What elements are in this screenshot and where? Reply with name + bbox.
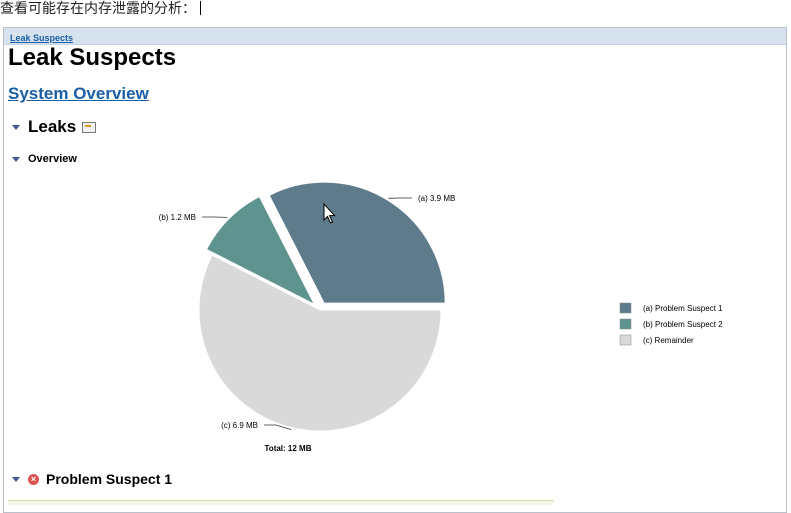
report-frame: Leak Suspects Leak Suspects System Overv… — [3, 27, 787, 513]
pie-slice-c — [198, 254, 442, 432]
leak-pie-chart: (a) 3.9 MB (b) 1.2 MB (c) 6.9 MB Total: 12… — [159, 181, 723, 453]
pie-slice-a — [268, 181, 446, 304]
suspect-detail-bar — [8, 500, 554, 505]
mouse-cursor — [323, 202, 336, 224]
collapse-leaks-icon[interactable] — [12, 124, 20, 130]
breadcrumb-link-leak-suspects[interactable]: Leak Suspects — [10, 33, 74, 43]
legend-label-c: (c) Remainder — [643, 336, 694, 345]
callout-line-c — [264, 424, 292, 430]
legend-swatch-a — [619, 302, 632, 314]
system-overview-link[interactable]: System Overview — [8, 84, 149, 103]
slice-label-c: (c) 6.9 MB — [221, 421, 258, 430]
problem-suspect-1-header: × Problem Suspect 1 — [12, 471, 172, 487]
page-title: Leak Suspects — [8, 44, 177, 71]
overview-section-header: Overview — [12, 153, 77, 165]
leaks-section-header: Leaks — [12, 117, 97, 137]
text-cursor — [200, 1, 201, 15]
collapse-overview-icon[interactable] — [12, 156, 20, 162]
slice-label-b: (b) 1.2 MB — [159, 213, 196, 222]
chart-total-label: Total: 12 MB — [265, 444, 312, 453]
breadcrumb: Leak Suspects — [4, 28, 786, 45]
pie-slice-b — [205, 195, 316, 306]
error-icon: × — [28, 473, 39, 485]
collapse-suspect-icon[interactable] — [12, 476, 20, 482]
leaks-heading: Leaks — [28, 117, 77, 136]
legend-swatch-b — [619, 318, 632, 330]
report-icon[interactable] — [82, 121, 97, 133]
slice-label-a: (a) 3.9 MB — [418, 194, 455, 203]
overview-heading: Overview — [28, 153, 77, 165]
legend-label-b: (b) Problem Suspect 2 — [643, 320, 723, 329]
problem-suspect-1-heading: Problem Suspect 1 — [46, 471, 173, 487]
legend-swatch-c — [619, 334, 632, 346]
instruction-caption: 查看可能存在内存泄露的分析： — [0, 0, 201, 18]
legend-label-a: (a) Problem Suspect 1 — [643, 304, 723, 313]
caption-text: 查看可能存在内存泄露的分析： — [0, 1, 196, 17]
